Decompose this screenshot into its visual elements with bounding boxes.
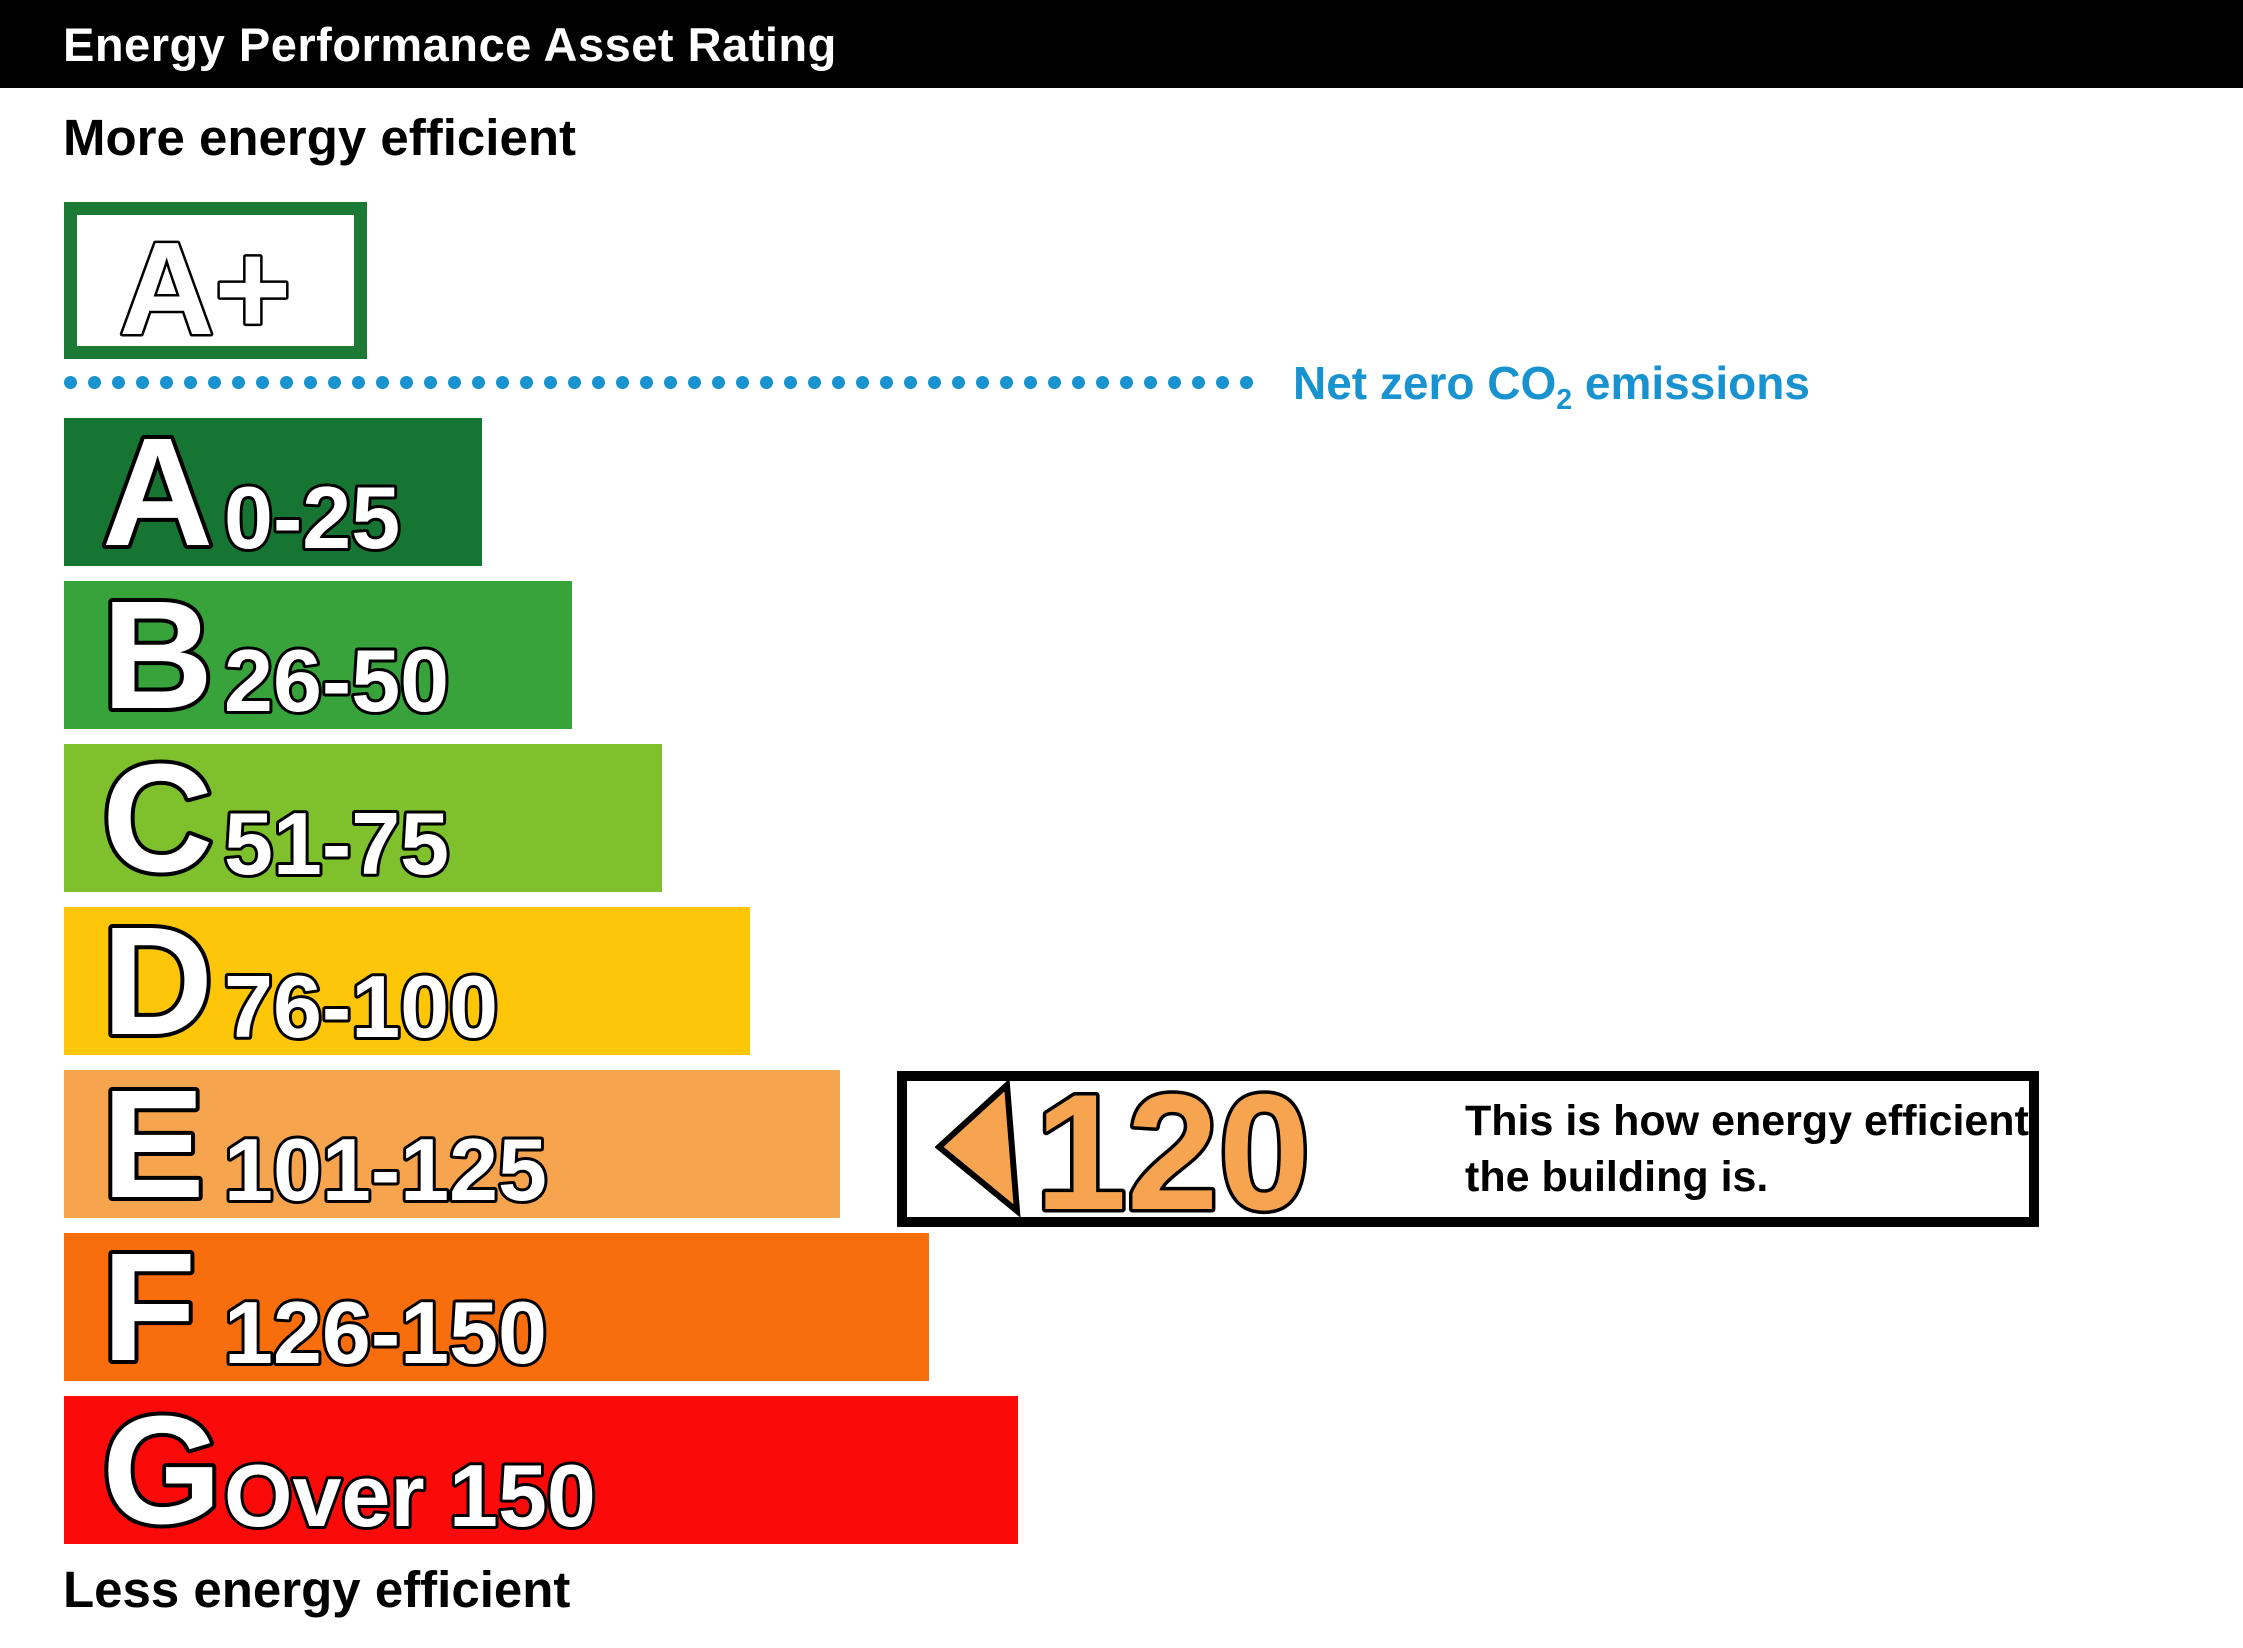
band-letter: B	[102, 581, 213, 729]
a-plus-glyph: A+	[117, 215, 294, 345]
band-row-b: B 26-50	[64, 581, 572, 729]
dot-icon	[520, 376, 533, 389]
band-graphic: A 0-25	[98, 418, 403, 566]
indicator-value-group: 120	[935, 1081, 1314, 1217]
dot-icon	[1216, 376, 1229, 389]
band-row-f: F 126-150	[64, 1233, 929, 1381]
band-range: 0-25	[224, 468, 400, 566]
dot-icon	[304, 376, 317, 389]
band-range: 101-125	[224, 1120, 547, 1218]
less-efficient-label: Less energy efficient	[63, 1561, 571, 1618]
dot-icon	[1000, 376, 1013, 389]
dot-icon	[88, 376, 101, 389]
band-letter: A	[102, 418, 213, 566]
net-zero-text-prefix: Net zero CO	[1293, 357, 1557, 409]
dot-icon	[736, 376, 749, 389]
indicator-value: 120	[1035, 1081, 1310, 1217]
dot-icon	[64, 376, 77, 389]
dot-icon	[328, 376, 341, 389]
dot-icon	[568, 376, 581, 389]
dot-icon	[880, 376, 893, 389]
band-row-e: E 101-125	[64, 1070, 840, 1218]
dot-icon	[256, 376, 269, 389]
band-letter: G	[102, 1396, 222, 1544]
dot-icon	[448, 376, 461, 389]
dot-icon	[616, 376, 629, 389]
rating-indicator-box: 120 This is how energy efficient the bui…	[897, 1071, 2039, 1227]
dot-icon	[784, 376, 797, 389]
dot-icon	[160, 376, 173, 389]
dot-icon	[1168, 376, 1181, 389]
dot-icon	[424, 376, 437, 389]
dot-icon	[544, 376, 557, 389]
indicator-description-line2: the building is.	[1465, 1153, 1769, 1201]
band-row-a: A 0-25	[64, 418, 482, 566]
a-plus-label: A+	[119, 215, 291, 345]
dot-icon	[1072, 376, 1085, 389]
band-graphic: G Over 150	[98, 1396, 599, 1544]
band-graphic: F 126-150	[98, 1233, 550, 1381]
dot-icon	[1096, 376, 1109, 389]
net-zero-label: Net zero CO2 emissions	[1293, 356, 1810, 414]
dot-icon	[664, 376, 677, 389]
indicator-description-line1: This is how energy efficient	[1465, 1097, 2029, 1145]
band-row-c: C 51-75	[64, 744, 662, 892]
band-range: Over 150	[224, 1446, 596, 1544]
rating-bands: A 0-25 B 26-50 C 51-75 D 76-100 E 101-12…	[64, 418, 1018, 1559]
page-title: Energy Performance Asset Rating	[63, 17, 837, 71]
net-zero-subscript: 2	[1556, 384, 1573, 417]
indicator-description: This is how energy efficient the buildin…	[1465, 1093, 2029, 1205]
band-letter: E	[102, 1070, 205, 1218]
dot-icon	[856, 376, 869, 389]
band-graphic: D 76-100	[98, 907, 501, 1055]
left-arrow-icon	[935, 1081, 1021, 1217]
band-graphic: E 101-125	[98, 1070, 550, 1218]
dot-icon	[1192, 376, 1205, 389]
dot-icon	[952, 376, 965, 389]
a-plus-band: A+	[64, 202, 367, 359]
dot-icon	[496, 376, 509, 389]
dot-icon	[808, 376, 821, 389]
band-range: 26-50	[224, 631, 449, 729]
dot-icon	[400, 376, 413, 389]
net-zero-text-suffix: emissions	[1572, 357, 1810, 409]
band-letter: D	[102, 907, 213, 1055]
dot-icon	[472, 376, 485, 389]
dot-icon	[640, 376, 653, 389]
band-range: 51-75	[224, 794, 449, 892]
dot-icon	[208, 376, 221, 389]
dot-icon	[688, 376, 701, 389]
band-range: 76-100	[224, 957, 498, 1055]
band-range: 126-150	[224, 1283, 547, 1381]
dot-icon	[352, 376, 365, 389]
band-graphic: B 26-50	[98, 581, 452, 729]
dot-icon	[136, 376, 149, 389]
dot-icon	[1240, 376, 1253, 389]
dot-icon	[112, 376, 125, 389]
net-zero-dotted-line	[64, 376, 1260, 389]
dot-icon	[232, 376, 245, 389]
dot-icon	[1120, 376, 1133, 389]
band-letter: C	[102, 744, 213, 892]
dot-icon	[184, 376, 197, 389]
band-letter: F	[102, 1233, 196, 1381]
more-efficient-label: More energy efficient	[63, 109, 576, 166]
band-row-g: G Over 150	[64, 1396, 1018, 1544]
dot-icon	[832, 376, 845, 389]
dot-icon	[1144, 376, 1157, 389]
band-graphic: C 51-75	[98, 744, 452, 892]
band-row-d: D 76-100	[64, 907, 750, 1055]
dot-icon	[928, 376, 941, 389]
dot-icon	[904, 376, 917, 389]
dot-icon	[280, 376, 293, 389]
header-bar: Energy Performance Asset Rating	[0, 0, 2243, 88]
dot-icon	[592, 376, 605, 389]
dot-icon	[976, 376, 989, 389]
dot-icon	[1048, 376, 1061, 389]
dot-icon	[760, 376, 773, 389]
dot-icon	[712, 376, 725, 389]
dot-icon	[376, 376, 389, 389]
dot-icon	[1024, 376, 1037, 389]
